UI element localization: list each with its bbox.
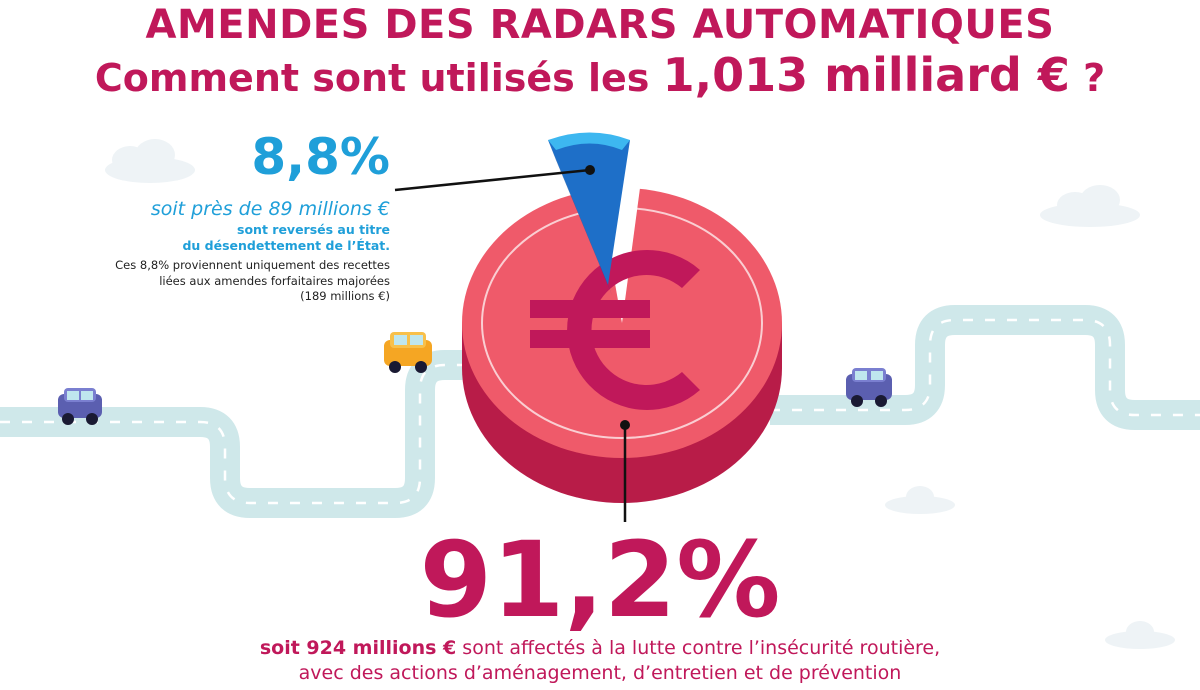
car-icon xyxy=(846,368,892,407)
small-share-note-line1: Ces 8,8% proviennent uniquement des rece… xyxy=(115,258,390,272)
small-share-line2: du désendettement de l’État. xyxy=(182,238,390,254)
small-share-percent: 8,8% xyxy=(251,128,390,186)
cloud-icon xyxy=(885,486,955,514)
small-share-line1: sont reversés au titre xyxy=(237,222,390,237)
euro-icon xyxy=(530,250,700,410)
small-share-note-line2: liées aux amendes forfaitaires majorées xyxy=(159,273,390,288)
subtitle-amount: 1,013 milliard € xyxy=(662,48,1070,102)
leader-dot-small xyxy=(585,165,595,175)
leader-dot-large xyxy=(620,420,630,430)
car-icon xyxy=(384,332,432,373)
small-share-description: sont reversés au titre du désendettement… xyxy=(20,222,390,255)
subtitle-end: ? xyxy=(1069,56,1106,100)
title: AMENDES DES RADARS AUTOMATIQUES xyxy=(145,2,1055,48)
large-share-line1: soit 924 millions € sont affectés à la l… xyxy=(0,636,1200,661)
pie-slice-small xyxy=(548,132,630,295)
large-share-amount: soit 924 millions € xyxy=(259,637,457,659)
car-icon xyxy=(58,388,102,425)
small-share-note: Ces 8,8% proviennent uniquement des rece… xyxy=(20,258,390,305)
small-share-amount: soit près de 89 millions € xyxy=(150,198,390,220)
large-share-description: soit 924 millions € sont affectés à la l… xyxy=(0,636,1200,685)
subtitle: Comment sont utilisés les 1,013 milliard… xyxy=(0,48,1200,102)
leader-line-small xyxy=(394,168,591,192)
small-share-note-line3: (189 millions €) xyxy=(300,289,390,304)
large-share-line1-rest: sont affectés à la lutte contre l’insécu… xyxy=(456,637,941,659)
road-markings xyxy=(0,318,1200,505)
large-share-line2: avec des actions d’aménagement, d’entret… xyxy=(298,661,902,684)
large-share-percent: 91,2% xyxy=(419,519,781,641)
subtitle-text: Comment sont utilisés les xyxy=(94,56,663,100)
cloud-icon xyxy=(1040,185,1140,227)
cloud-icon xyxy=(1105,621,1175,649)
cloud-icon xyxy=(105,139,195,183)
